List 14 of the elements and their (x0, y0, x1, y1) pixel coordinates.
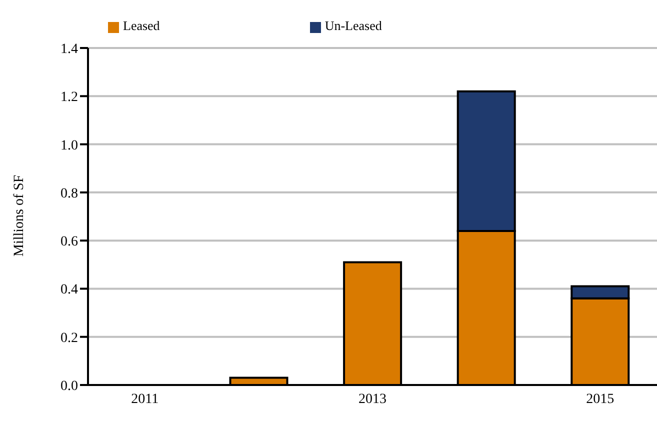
y-tick-label: 0.6 (60, 234, 78, 250)
x-tick-label: 2013 (358, 392, 386, 407)
y-tick-label: 1.2 (60, 90, 78, 106)
x-tick-label: 2015 (586, 392, 614, 407)
y-tick-label: 1.4 (60, 42, 78, 57)
y-tick-label: 0.8 (60, 186, 78, 202)
y-tick-label: 0.2 (60, 330, 78, 346)
y-tick-label: 0.4 (60, 282, 78, 298)
legend-label: Un-Leased (324, 18, 382, 33)
y-axis-title: Millions of SF (12, 174, 27, 256)
y-tick-label: 0.0 (60, 378, 78, 394)
x-tick-label: 2011 (131, 392, 159, 407)
legend-label: Leased (123, 18, 160, 33)
y-tick-label: 1.0 (60, 138, 78, 154)
